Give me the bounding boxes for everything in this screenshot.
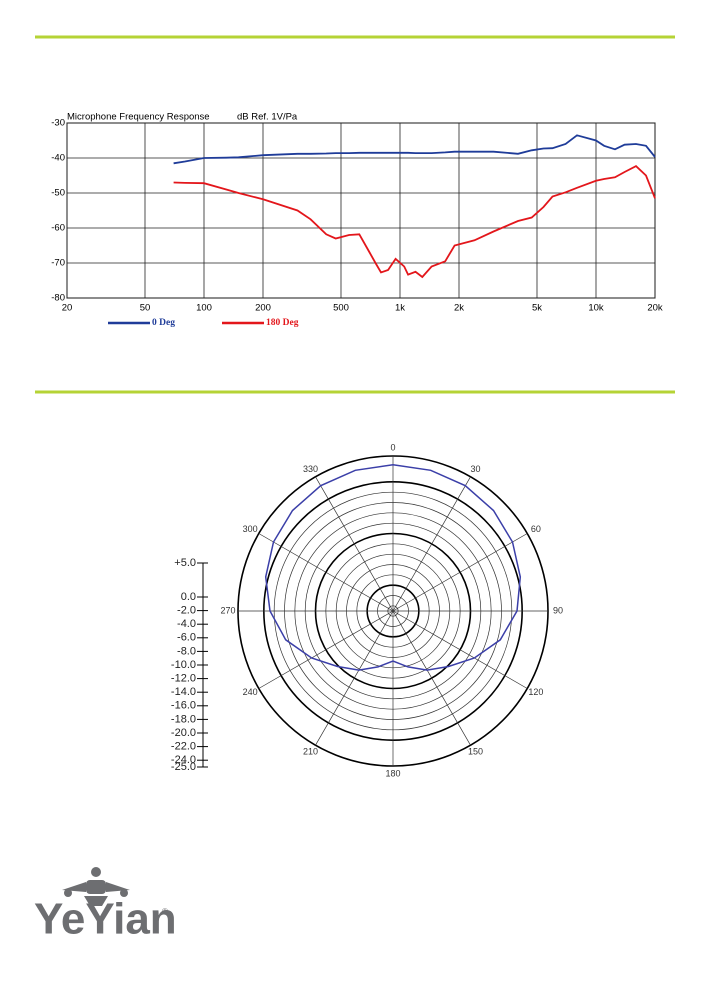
y-tick-label: -40 bbox=[51, 153, 65, 164]
scale-label: +5.0 bbox=[174, 557, 196, 569]
x-tick-label: 10k bbox=[588, 303, 604, 314]
frequency-response-chart: Microphone Frequency Response dB Ref. 1V… bbox=[51, 112, 663, 329]
plot-area bbox=[66, 122, 656, 299]
scale-label: -24.0 bbox=[171, 754, 196, 766]
scale-label: -20.0 bbox=[171, 727, 196, 739]
scale-label: -4.0 bbox=[177, 618, 196, 630]
angle-label: 30 bbox=[470, 464, 480, 474]
scale-label: 0.0 bbox=[181, 591, 196, 603]
y-tick-label: -80 bbox=[51, 293, 65, 304]
angle-label: 270 bbox=[220, 605, 235, 615]
x-tick-label: 5k bbox=[532, 303, 542, 314]
angle-label: 300 bbox=[243, 524, 258, 534]
spoke bbox=[258, 533, 394, 612]
y-tick-label: -50 bbox=[51, 188, 65, 199]
scale-label: -22.0 bbox=[171, 741, 196, 753]
x-tick-label: 2k bbox=[454, 303, 464, 314]
x-tick-label: 20k bbox=[647, 303, 663, 314]
legend-label: 180 Deg bbox=[266, 318, 299, 328]
y-tick-label: -60 bbox=[51, 223, 65, 234]
chart-title: Microphone Frequency Response bbox=[67, 112, 210, 123]
scale-label: -10.0 bbox=[171, 659, 196, 671]
scale-label: -14.0 bbox=[171, 686, 196, 698]
legend-label: 0 Deg bbox=[152, 318, 175, 328]
scale-label: -16.0 bbox=[171, 700, 196, 712]
x-tick-label: 20 bbox=[62, 303, 73, 314]
polar-chart: +5.0 0.0 -2.0-4.0 -6.0-8.0 -10.0 -12.0-14.0 -1… bbox=[171, 442, 563, 778]
series-line bbox=[173, 165, 656, 279]
scale-label: -12.0 bbox=[171, 673, 196, 685]
spoke bbox=[392, 610, 471, 746]
spoke bbox=[315, 610, 394, 746]
spoke bbox=[315, 476, 394, 612]
y-tick-label: -70 bbox=[51, 258, 65, 269]
scale-label: -18.0 bbox=[171, 713, 196, 725]
x-tick-label: 100 bbox=[196, 303, 212, 314]
angle-label: 0 bbox=[390, 442, 395, 452]
x-tick-label: 200 bbox=[255, 303, 271, 314]
spoke bbox=[258, 610, 394, 689]
spoke bbox=[392, 476, 471, 612]
logo-mark: ® bbox=[162, 907, 168, 916]
angle-label: 240 bbox=[243, 687, 258, 697]
y-tick-label: -30 bbox=[51, 118, 65, 129]
series-line bbox=[173, 134, 656, 165]
x-tick-label: 1k bbox=[395, 303, 405, 314]
angle-label: 180 bbox=[385, 768, 400, 778]
scale-label: -6.0 bbox=[177, 632, 196, 644]
spoke bbox=[392, 533, 528, 612]
logo-text: YeYian bbox=[34, 895, 177, 944]
x-tick-label: 500 bbox=[333, 303, 349, 314]
spoke bbox=[392, 610, 528, 689]
angle-label: 210 bbox=[303, 747, 318, 757]
scale-label: -8.0 bbox=[177, 645, 196, 657]
x-tick-label: 50 bbox=[140, 303, 151, 314]
angle-label: 90 bbox=[553, 605, 563, 615]
scale-label: -25.0 bbox=[171, 761, 196, 773]
angle-label: 60 bbox=[531, 524, 541, 534]
logo-icon bbox=[62, 867, 130, 906]
angle-label: 120 bbox=[528, 687, 543, 697]
logo: YeYian ® bbox=[34, 867, 177, 944]
angle-label: 330 bbox=[303, 464, 318, 474]
chart-subtitle: dB Ref. 1V/Pa bbox=[237, 112, 298, 123]
scale-label: -2.0 bbox=[177, 605, 196, 617]
angle-label: 150 bbox=[468, 747, 483, 757]
series-line bbox=[264, 464, 522, 671]
